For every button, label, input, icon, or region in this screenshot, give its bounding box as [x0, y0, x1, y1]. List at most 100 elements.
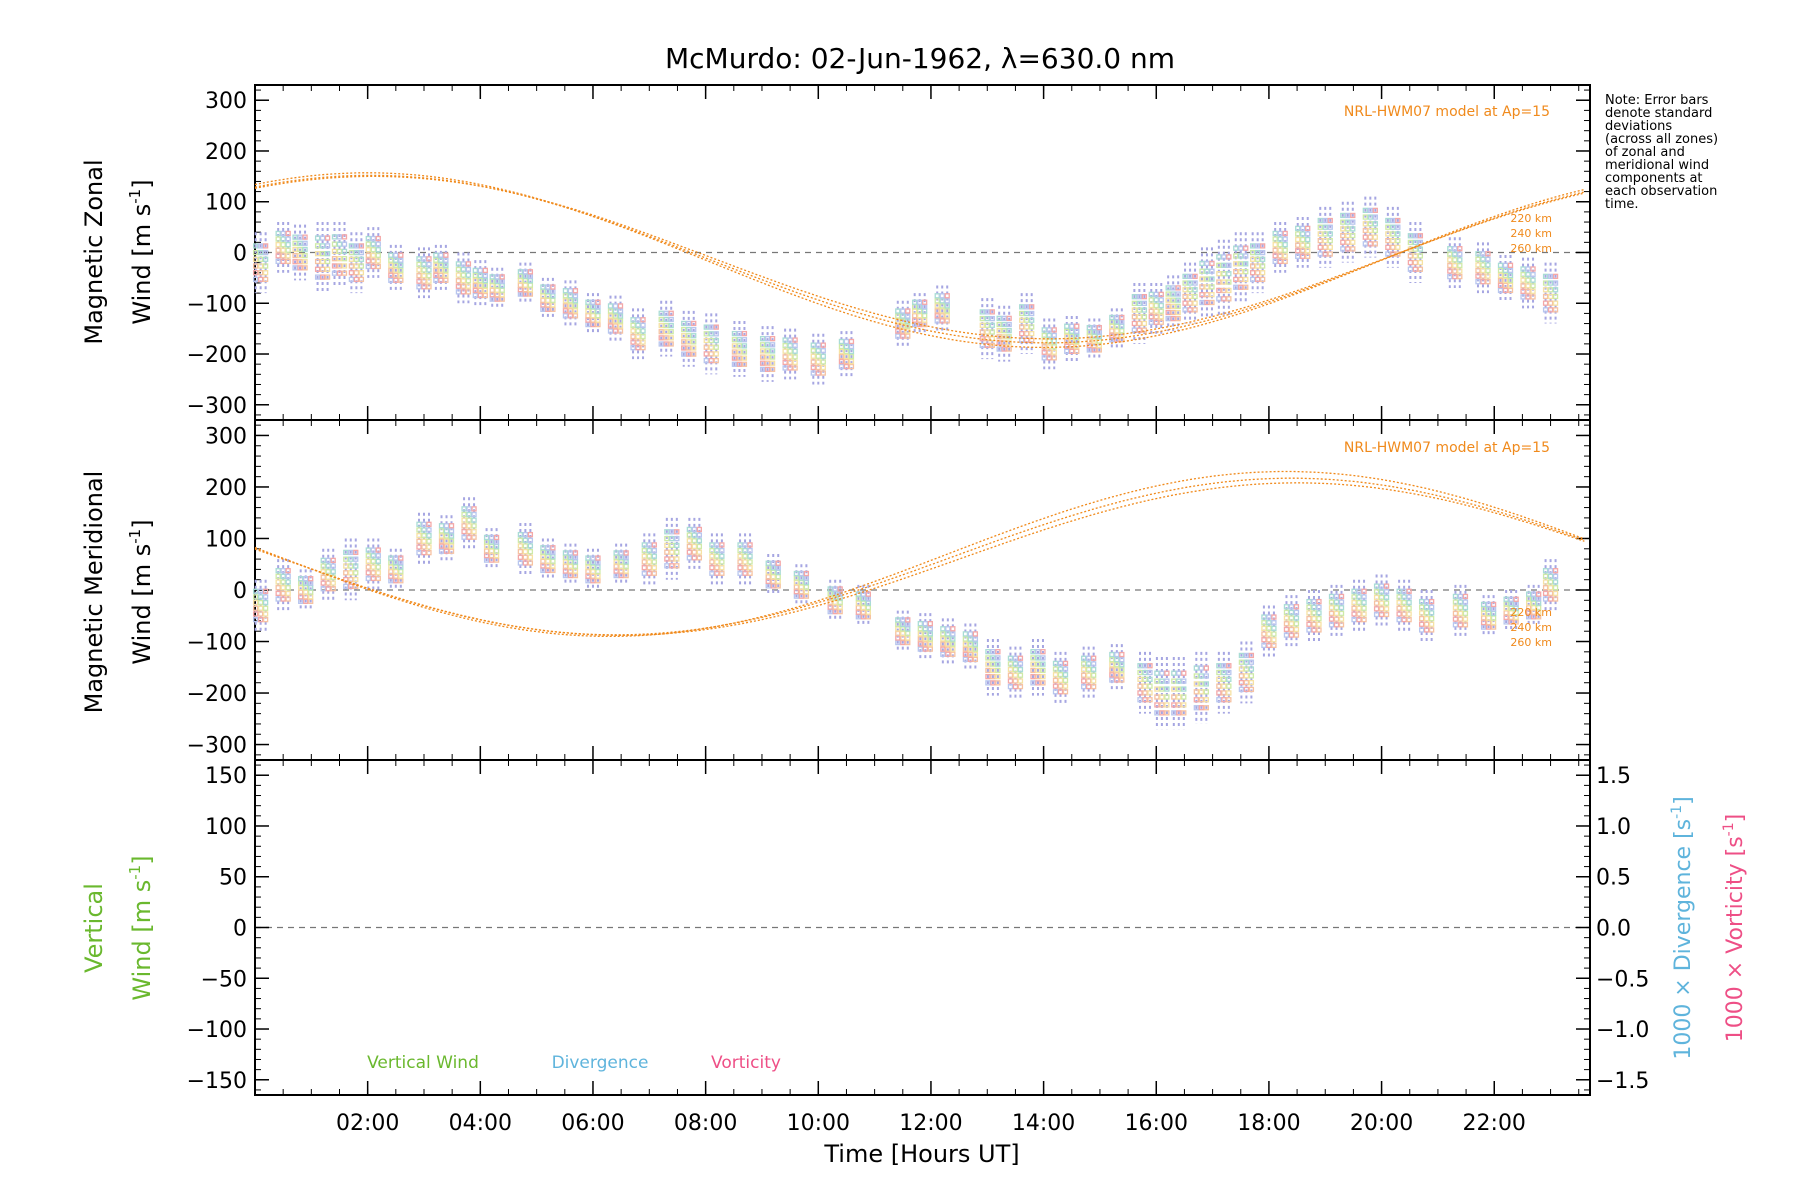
observation-marker — [742, 559, 748, 565]
observation-marker — [585, 569, 591, 575]
observation-marker — [1547, 585, 1554, 591]
observation-marker — [1350, 226, 1356, 232]
observation-marker — [341, 241, 348, 247]
observation-marker — [1035, 680, 1041, 686]
observation-marker — [388, 277, 394, 283]
observation-marker — [1542, 293, 1549, 300]
observation-marker — [764, 360, 771, 366]
observation-group — [985, 638, 1001, 696]
observation-marker — [713, 351, 719, 357]
observation-marker — [1338, 610, 1345, 617]
observation-marker — [562, 288, 569, 294]
observation-marker — [1091, 678, 1097, 684]
observation-marker — [252, 263, 259, 269]
observation-marker — [989, 322, 995, 328]
observation-marker — [353, 570, 359, 576]
observation-marker — [465, 266, 472, 273]
observation-marker — [1266, 620, 1272, 626]
observation-marker — [426, 533, 432, 539]
observation-marker — [1216, 690, 1222, 696]
observation-marker — [1086, 655, 1092, 661]
observation-marker — [472, 292, 478, 299]
observation-marker — [1064, 348, 1070, 355]
observation-marker — [550, 558, 556, 565]
observation-marker — [984, 336, 990, 342]
observation-marker — [1423, 621, 1430, 627]
observation-marker — [1503, 596, 1509, 602]
observation-marker — [1170, 291, 1176, 297]
observation-marker — [1530, 266, 1536, 272]
observation-marker — [1153, 291, 1159, 298]
observation-marker — [1012, 678, 1019, 684]
observation-marker — [860, 591, 867, 597]
observation-marker — [1057, 677, 1064, 684]
observation-marker — [567, 563, 574, 570]
observation-marker — [1552, 590, 1559, 596]
observation-marker — [285, 258, 291, 265]
observation-marker — [426, 261, 432, 268]
observation-marker — [280, 590, 286, 596]
observation-marker — [1283, 626, 1290, 633]
observation-marker — [1064, 328, 1070, 334]
observation-marker — [989, 309, 995, 315]
observation-marker — [1182, 293, 1188, 300]
observation-marker — [1373, 589, 1380, 595]
observation-marker — [860, 609, 867, 615]
observation-marker — [1199, 292, 1205, 298]
observation-marker — [1198, 673, 1204, 679]
observation-marker — [1030, 649, 1036, 655]
observation-marker — [1412, 239, 1419, 246]
observation-group — [1109, 308, 1125, 349]
observation-marker — [979, 329, 985, 335]
observation-marker — [275, 585, 281, 591]
observation-marker — [1271, 625, 1277, 632]
observation-marker — [545, 558, 551, 565]
observation-marker — [1154, 670, 1160, 676]
observation-marker — [895, 328, 901, 334]
observation-marker — [280, 579, 286, 585]
observation-marker — [388, 573, 394, 579]
observation-marker — [939, 313, 945, 319]
observation-marker — [1428, 598, 1435, 605]
observation-marker — [1328, 622, 1335, 628]
observation-marker — [1052, 689, 1059, 695]
observation-marker — [1119, 662, 1125, 668]
observation-marker — [950, 631, 956, 637]
observation-marker — [1114, 314, 1120, 321]
observation-marker — [1395, 217, 1401, 224]
observation-marker — [1361, 588, 1367, 594]
observation-marker — [1552, 596, 1559, 602]
observation-marker — [1198, 689, 1204, 695]
observation-marker — [1288, 609, 1295, 616]
observation-marker — [900, 333, 906, 339]
observation-marker — [1171, 710, 1177, 716]
observation-marker — [1233, 284, 1239, 290]
observation-marker — [393, 272, 399, 278]
observation-marker — [298, 594, 304, 600]
observation-marker — [353, 563, 359, 569]
observation-group — [472, 260, 488, 306]
observation-marker — [1338, 616, 1345, 622]
observation-marker — [1029, 330, 1035, 337]
observation-marker — [1293, 626, 1300, 633]
observation-marker — [1193, 673, 1199, 679]
observation-marker — [522, 282, 529, 288]
note-line: denote standard — [1605, 106, 1713, 121]
observation-marker — [1428, 621, 1435, 627]
observation-marker — [1277, 253, 1283, 259]
observation-marker — [1064, 323, 1070, 329]
observation-marker — [1417, 246, 1424, 252]
observation-marker — [590, 312, 596, 319]
observation-marker — [1250, 276, 1256, 283]
observation-marker — [1306, 598, 1312, 605]
observation-marker — [922, 636, 928, 642]
observation-marker — [792, 365, 798, 371]
observation-marker — [443, 267, 449, 273]
observation-marker — [1131, 320, 1138, 327]
observation-group — [782, 328, 798, 380]
observation-marker — [1385, 217, 1391, 224]
observation-marker — [1007, 678, 1014, 684]
observation-marker — [843, 353, 850, 360]
observation-group — [1216, 239, 1232, 316]
observation-marker — [365, 558, 371, 565]
